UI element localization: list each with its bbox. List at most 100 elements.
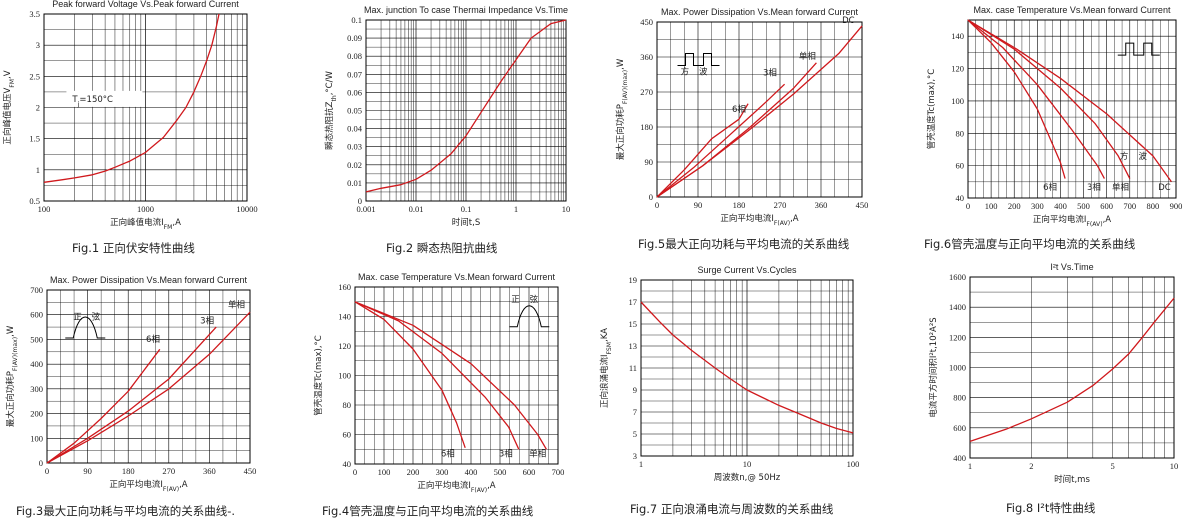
x-tick-label: 0 [45, 466, 49, 476]
series-line [354, 301, 520, 450]
x-tick-label: 10 [1170, 461, 1179, 471]
x-tick-label: 100 [38, 204, 51, 214]
chart-title: Max. Power Dissipation Vs.Mean forward C… [661, 7, 859, 17]
y-tick-label: 0.02 [347, 160, 362, 170]
series-line [656, 25, 863, 198]
plot-frame [969, 276, 1175, 459]
y-tick-label: 450 [640, 17, 653, 27]
y-tick-label: 0.06 [347, 87, 362, 97]
y-tick-label: 15 [629, 319, 638, 329]
y-tick-label: 0.07 [347, 69, 362, 79]
x-tick-label: 600 [523, 467, 536, 477]
series-line [46, 311, 251, 464]
annotation-box [66, 90, 143, 107]
series-line [967, 19, 1066, 179]
y-tick-label: 0.08 [347, 51, 362, 61]
x-axis-label: 正向平均电流IF(AV),A [109, 479, 187, 493]
x-tick-label: 0 [353, 467, 357, 477]
y-tick-label: 0.03 [347, 142, 362, 152]
y-axis-label: 管壳温度Tc(max),°C [313, 335, 324, 416]
y-tick-label: 270 [640, 87, 653, 97]
series-label: 单相 [529, 449, 546, 460]
fig7-caption: Fig.7 正向浪涌电流与周波数的关系曲线 [630, 502, 834, 516]
series-label: 6相 [146, 334, 160, 345]
x-tick-label: 100 [985, 201, 998, 211]
series-line [967, 19, 1131, 179]
y-tick-label: 0.5 [29, 196, 40, 206]
y-tick-label: 120 [338, 341, 351, 351]
chart-title: Peak forward Voltage Vs.Peak forward Cur… [52, 0, 239, 9]
plot-frame [365, 19, 567, 202]
chart-fig6: Max. case Temperature Vs.Mean forward Cu… [926, 5, 1182, 228]
x-tick-label: 600 [1100, 201, 1113, 211]
x-tick-label: 500 [494, 467, 507, 477]
y-tick-label: 3 [36, 40, 40, 50]
x-tick-label: 100 [378, 467, 391, 477]
x-tick-label: 2 [1029, 461, 1033, 471]
series-line [640, 301, 854, 434]
series-label: 单相 [228, 299, 245, 310]
chart-panel-fig5: Max. Power Dissipation Vs.Mean forward C… [600, 0, 900, 260]
fig1-caption: Fig.1 正向伏安特性曲线 [72, 241, 195, 255]
x-axis-label: 时间t,ms [1054, 474, 1090, 485]
chart-fig5: Max. Power Dissipation Vs.Mean forward C… [615, 7, 868, 227]
y-tick-label: 0 [358, 196, 362, 206]
x-axis-label: 正向平均电流IF(AV),A [1033, 214, 1111, 228]
annotation-label: Tj=150°C [71, 95, 113, 108]
x-tick-label: 400 [1054, 201, 1067, 211]
y-tick-label: 0.05 [347, 106, 362, 116]
grid [656, 21, 863, 198]
x-tick-label: 400 [465, 467, 478, 477]
series-line [967, 19, 1172, 183]
series-label: 6相 [1043, 182, 1057, 193]
y-tick-label: 100 [951, 96, 964, 106]
annotation-label: 波 [699, 67, 708, 78]
x-axis-label: 正向平均电流IF(AV),A [417, 480, 495, 494]
sine-wave-icon [65, 316, 106, 339]
fig2-caption: Fig.2 瞬态热阻抗曲线 [386, 241, 498, 255]
y-tick-label: 200 [30, 409, 43, 419]
chart-title: Max. case Temperature Vs.Mean forward Cu… [358, 272, 555, 282]
x-tick-label: 1 [514, 204, 518, 214]
chart-title: Max. case Temperature Vs.Mean forward Cu… [974, 5, 1171, 15]
y-tick-label: 80 [343, 400, 352, 410]
plot-frame [656, 21, 863, 198]
y-tick-label: 180 [640, 122, 653, 132]
series-line [46, 326, 217, 464]
x-tick-label: 180 [122, 466, 135, 476]
y-axis-label: 最大正向功耗PF(AV)(max),W [5, 325, 19, 427]
y-axis-label: 瞬态热阻抗Zth,°C/W [324, 71, 338, 150]
y-tick-label: 0.01 [347, 178, 362, 188]
y-tick-label: 300 [30, 384, 43, 394]
sine-wave-icon [509, 305, 550, 328]
chart-fig8: I²t Vs.Time 1 2 5 10 400 600 800 1000 1200 1400 160… [928, 262, 1179, 485]
x-tick-label: 360 [815, 200, 828, 210]
annotation-label: 正 [511, 295, 520, 305]
plot-frame [967, 19, 1177, 199]
y-axis-label: 最大正向功耗PF(AV)(max),W [615, 58, 629, 160]
grid [43, 13, 247, 202]
annotation-label: 弦 [92, 311, 101, 322]
chart-title: I²t Vs.Time [1050, 262, 1093, 272]
y-tick-label: 400 [30, 359, 43, 369]
y-tick-label: 0.09 [347, 33, 362, 43]
y-tick-label: 5 [633, 429, 637, 439]
y-tick-label: 120 [951, 64, 964, 74]
series-label: 单相 [1112, 182, 1129, 193]
x-tick-label: 90 [83, 466, 92, 476]
series-label: 3相 [499, 449, 513, 460]
chart-panel-fig3: Max. Power Dissipation Vs.Mean forward C… [0, 260, 300, 520]
y-tick-label: 7 [633, 407, 637, 417]
y-tick-label: 9 [633, 385, 637, 395]
x-tick-label: 0.1 [461, 204, 472, 214]
y-tick-label: 800 [953, 393, 966, 403]
y-tick-label: 1 [36, 165, 40, 175]
y-tick-label: 1.5 [29, 134, 40, 144]
y-tick-label: 60 [343, 430, 352, 440]
series-line [43, 13, 220, 183]
fig4-caption: Fig.4管壳温度与正向平均电流的关系曲线 [322, 504, 534, 518]
y-tick-label: 1600 [949, 272, 966, 282]
x-tick-label: 0 [655, 200, 659, 210]
x-tick-label: 10000 [236, 204, 257, 214]
x-tick-label: 100 [847, 459, 860, 469]
